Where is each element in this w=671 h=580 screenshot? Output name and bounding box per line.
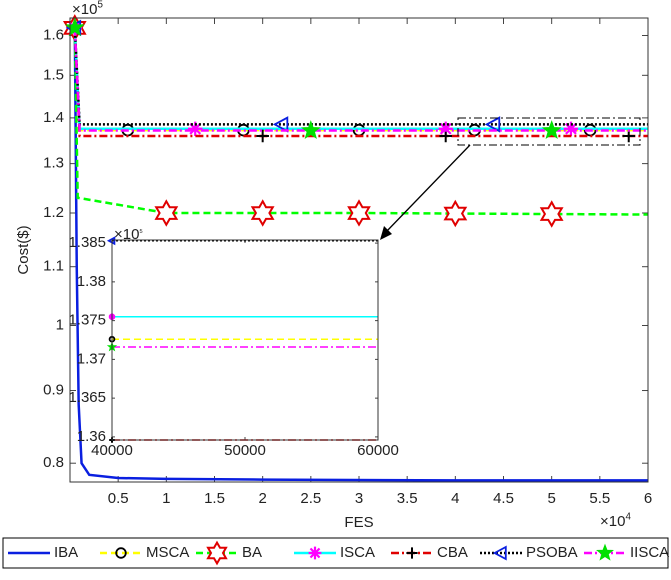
marker bbox=[154, 199, 179, 227]
y-tick-label: 1.385 bbox=[68, 234, 106, 251]
axes-frame bbox=[69, 17, 649, 483]
marker bbox=[541, 120, 562, 139]
x-tick-label: 50000 bbox=[224, 442, 266, 459]
x-tick-label: 3 bbox=[355, 490, 363, 507]
marker bbox=[443, 199, 468, 228]
y-tick-label: 1 bbox=[56, 316, 64, 333]
y-tick-label: 1.6 bbox=[43, 26, 64, 43]
x-tick-label: 6 bbox=[644, 490, 652, 507]
marker bbox=[539, 200, 564, 228]
marker bbox=[492, 545, 507, 561]
marker bbox=[256, 129, 269, 143]
series-line bbox=[73, 27, 649, 216]
legend-label: IISCA bbox=[630, 544, 669, 561]
x-tick-label: 4.5 bbox=[493, 490, 514, 507]
legend-label: BA bbox=[242, 544, 262, 561]
marker bbox=[115, 547, 127, 559]
marker bbox=[438, 121, 453, 136]
marker bbox=[206, 540, 228, 566]
marker bbox=[250, 199, 275, 227]
inset-axes: 1.36 1.365 1.37 1.375 1.38 1.385 40000 50000 600… bbox=[68, 226, 398, 459]
x-tick-label: 60000 bbox=[357, 442, 399, 459]
y-tick-label: 0.9 bbox=[43, 381, 64, 398]
marker bbox=[300, 120, 321, 139]
y-tick-label: 1.375 bbox=[68, 312, 106, 329]
y-tick-label: 1.5 bbox=[43, 66, 64, 83]
marker bbox=[406, 547, 418, 559]
axis-multiplier: ×105 bbox=[114, 226, 143, 243]
legend: IBA MSCA BA ISCA CBA PSOBA IISCA bbox=[8, 540, 669, 566]
y-tick-label: 1.365 bbox=[68, 389, 106, 406]
x-tick-label: 2 bbox=[258, 490, 266, 507]
y-tick-label: 1.38 bbox=[77, 273, 106, 290]
arrow-head bbox=[380, 226, 392, 240]
marker bbox=[583, 123, 597, 137]
series-line bbox=[73, 27, 648, 132]
legend-label: CBA bbox=[437, 544, 468, 561]
axis-multiplier: ×105 bbox=[72, 0, 103, 18]
y-tick-label: 1.37 bbox=[77, 350, 106, 367]
legend-label: IBA bbox=[54, 544, 78, 561]
multiplier-base: ×10 bbox=[600, 513, 625, 530]
marker bbox=[484, 116, 501, 133]
marker bbox=[596, 543, 614, 561]
x-tick-label: 2.5 bbox=[300, 490, 321, 507]
x-axis-label: FES bbox=[344, 514, 373, 531]
zoom-arrow bbox=[385, 144, 471, 233]
y-tick-label: 1.2 bbox=[43, 204, 64, 221]
marker bbox=[272, 116, 289, 133]
axes-frame bbox=[111, 239, 379, 441]
multiplier-base: ×10 bbox=[114, 226, 139, 243]
x-tick-label: 5 bbox=[547, 490, 555, 507]
y-tick-label: 1.1 bbox=[43, 258, 64, 275]
multiplier-power: 5 bbox=[97, 0, 103, 10]
legend-label: MSCA bbox=[146, 544, 189, 561]
x-tick-label: 4 bbox=[451, 490, 459, 507]
marker bbox=[563, 121, 579, 136]
x-tick-label: 40000 bbox=[91, 442, 133, 459]
y-axis-label: Cost($) bbox=[15, 225, 32, 274]
series-line bbox=[73, 27, 648, 482]
y-tick-label: 1.3 bbox=[43, 155, 64, 172]
legend-label: PSOBA bbox=[526, 544, 578, 561]
multiplier-base: ×10 bbox=[72, 1, 97, 18]
x-tick-label: 3.5 bbox=[397, 490, 418, 507]
marker bbox=[308, 546, 322, 560]
x-tick-label: 0.5 bbox=[108, 490, 129, 507]
marker bbox=[188, 121, 203, 136]
y-tick-label: 1.4 bbox=[43, 109, 64, 126]
multiplier-power: 5 bbox=[139, 229, 142, 235]
x-tick-label: 1.5 bbox=[204, 490, 225, 507]
y-tick-label: 0.8 bbox=[43, 454, 64, 471]
axis-multiplier: ×104 bbox=[600, 511, 631, 530]
y-tick-label: 1.36 bbox=[77, 428, 106, 445]
plot-area bbox=[112, 240, 378, 440]
x-tick-label: 5.5 bbox=[589, 490, 610, 507]
multiplier-power: 4 bbox=[625, 511, 631, 522]
marker bbox=[347, 199, 371, 227]
zoom-box bbox=[457, 117, 641, 146]
x-tick-label: 1 bbox=[162, 490, 170, 507]
marker bbox=[64, 17, 85, 37]
legend-label: ISCA bbox=[340, 544, 375, 561]
